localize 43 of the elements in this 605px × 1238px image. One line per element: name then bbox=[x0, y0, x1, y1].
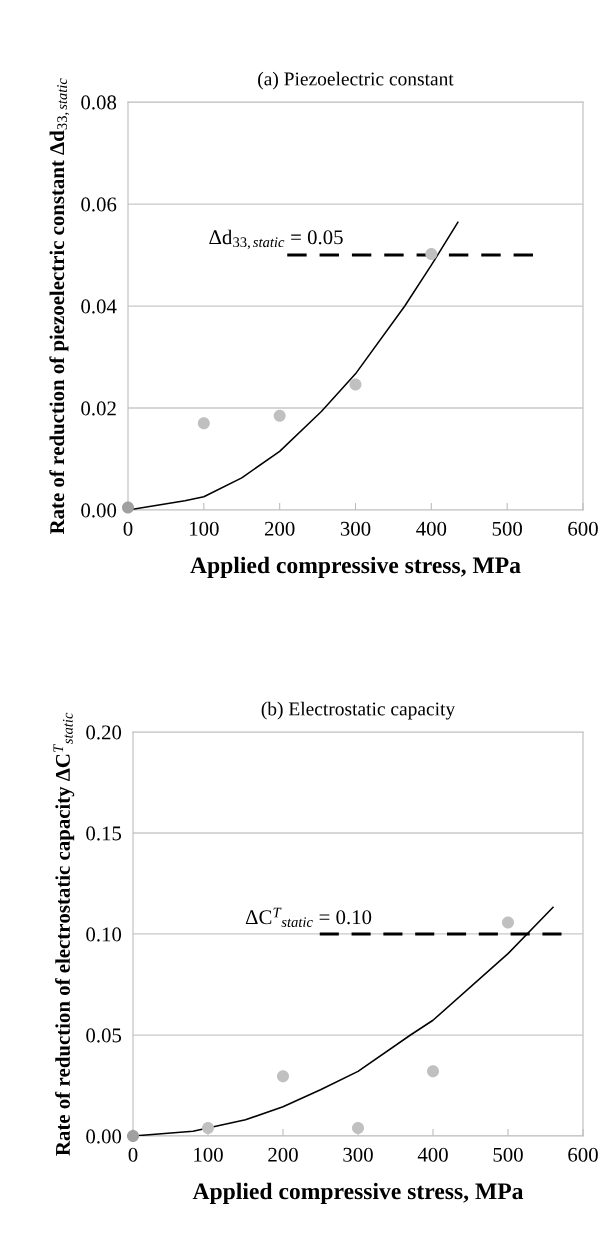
x-tick-label: 400 bbox=[416, 521, 447, 536]
chart-title: (a) Piezoelectric constant bbox=[258, 71, 454, 90]
point bbox=[197, 417, 210, 430]
y-tick-label: 0.05 bbox=[86, 1028, 122, 1043]
x-tick-label: 500 bbox=[492, 521, 522, 536]
x-tick-label: 0 bbox=[128, 1147, 138, 1162]
y-tick-label: 0.10 bbox=[86, 927, 122, 942]
y-tick-label: 0.00 bbox=[86, 1129, 122, 1144]
point bbox=[201, 1121, 215, 1134]
x-tick-label: 100 bbox=[194, 1147, 223, 1162]
x-tick-label: 200 bbox=[268, 1147, 298, 1162]
y-tick-label: 0.08 bbox=[81, 95, 117, 110]
x-tick-label: 0 bbox=[123, 521, 133, 536]
y-tick-label: 0.06 bbox=[81, 197, 117, 212]
x-tick-label: 300 bbox=[340, 521, 371, 536]
series-label: Δd$_{33,static}$ = 0.05 bbox=[209, 229, 343, 250]
y-axis-title: Rate of reduction of electrostatic capacity ΔC$^{T}$$_{static}$ bbox=[53, 712, 75, 1156]
y-tick-label: 0.02 bbox=[81, 401, 116, 416]
point bbox=[121, 501, 135, 514]
x-tick-label: 100 bbox=[190, 521, 219, 536]
y-axis-title: Rate of reduction of piezoelectric constant Δd$_{33,static}$ bbox=[49, 78, 70, 535]
x-tick-label: 300 bbox=[343, 1147, 373, 1162]
x-tick-label: 600 bbox=[568, 521, 598, 536]
series-label: ΔC$^{T}$$_{static}$ = 0.10 bbox=[245, 907, 372, 928]
point bbox=[501, 916, 515, 929]
point bbox=[351, 1121, 365, 1134]
y-tick-label: 0.20 bbox=[86, 725, 122, 740]
y-tick-label: 0.00 bbox=[81, 503, 117, 518]
x-tick-label: 200 bbox=[264, 521, 295, 536]
x-tick-label: 600 bbox=[568, 1147, 598, 1162]
x-axis-title: Applied compressive stress, MPa bbox=[192, 1182, 524, 1205]
point bbox=[276, 1070, 290, 1083]
x-tick-label: 400 bbox=[417, 1147, 448, 1162]
point bbox=[349, 378, 362, 391]
y-tick-label: 0.15 bbox=[86, 826, 122, 841]
y-tick-label: 0.04 bbox=[81, 299, 117, 314]
point bbox=[425, 247, 438, 260]
point bbox=[426, 1065, 440, 1078]
x-axis-title: Applied compressive stress, MPa bbox=[190, 556, 521, 579]
x-tick-label: 500 bbox=[493, 1147, 523, 1162]
point bbox=[273, 409, 286, 422]
point bbox=[126, 1129, 140, 1143]
chart-title: (b) Electrostatic capacity bbox=[261, 701, 456, 720]
